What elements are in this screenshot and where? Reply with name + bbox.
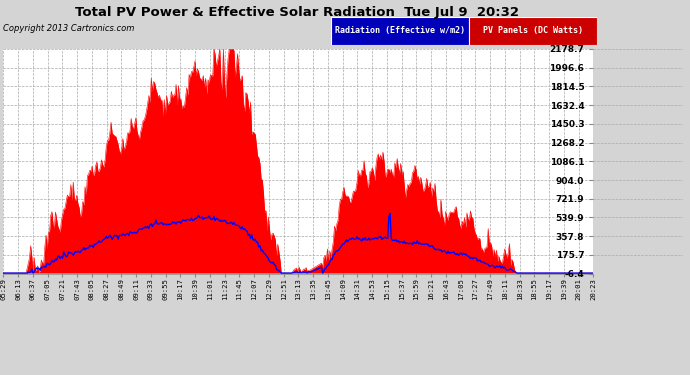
FancyBboxPatch shape	[469, 17, 597, 45]
Text: Copyright 2013 Cartronics.com: Copyright 2013 Cartronics.com	[3, 24, 135, 33]
FancyBboxPatch shape	[331, 17, 469, 45]
Text: Total PV Power & Effective Solar Radiation  Tue Jul 9  20:32: Total PV Power & Effective Solar Radiati…	[75, 6, 519, 19]
Text: PV Panels (DC Watts): PV Panels (DC Watts)	[483, 26, 583, 36]
Text: Radiation (Effective w/m2): Radiation (Effective w/m2)	[335, 26, 465, 36]
